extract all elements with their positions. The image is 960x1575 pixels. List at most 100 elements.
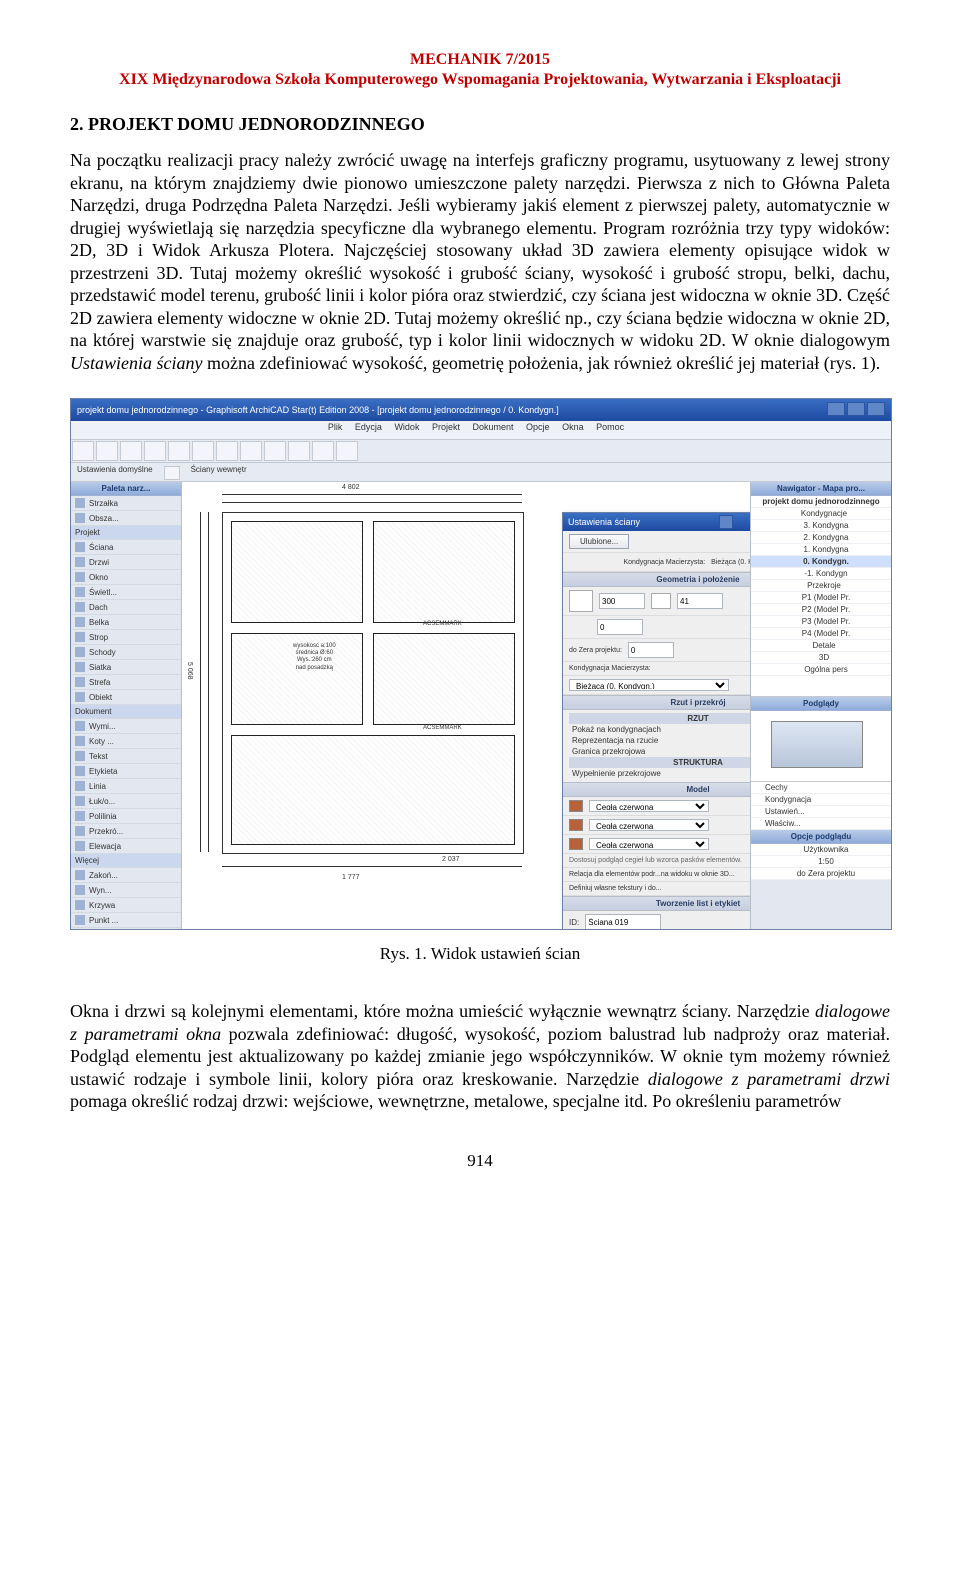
toolbar-button[interactable]	[144, 441, 166, 461]
toolbar-button[interactable]	[216, 441, 238, 461]
tool-item[interactable]: Etykieta	[71, 764, 181, 779]
list-item[interactable]: 1:50	[751, 856, 891, 868]
list-item[interactable]: Użytkownika	[751, 844, 891, 856]
tool-item[interactable]: Obiekt	[71, 690, 181, 705]
tool-item[interactable]: Strop	[71, 630, 181, 645]
menu-item[interactable]: Okna	[562, 422, 584, 432]
tool-item[interactable]: Przekró...	[71, 824, 181, 839]
dim-line	[200, 512, 201, 852]
thickness-input[interactable]	[677, 593, 723, 609]
material-select[interactable]: Cegła czerwona	[589, 819, 709, 831]
tree-item[interactable]: Przekroje	[751, 580, 891, 592]
tree-item[interactable]: 3. Kondygna	[751, 520, 891, 532]
sec-toolbar-item[interactable]: Ściany wewnętr	[191, 465, 247, 479]
tree-item[interactable]: Detale	[751, 640, 891, 652]
tool-item[interactable]: Wymi...	[71, 719, 181, 734]
tool-item[interactable]: Polilinia	[71, 809, 181, 824]
menu-item[interactable]: Dokument	[473, 422, 514, 432]
tool-item[interactable]: Strzałka	[71, 496, 181, 511]
section-listing[interactable]: Tworzenie list i etykiet	[563, 896, 751, 911]
tree-item[interactable]: P2 (Model Pr.	[751, 604, 891, 616]
rzut-row: Reprezentacja na rzuciePrzekrój jako sym…	[569, 735, 751, 746]
zero-input[interactable]	[628, 642, 674, 658]
section-geometry[interactable]: Geometria i położenie	[563, 572, 751, 587]
tool-item[interactable]: Ściana	[71, 540, 181, 555]
toolbar-button[interactable]	[168, 441, 190, 461]
tree-item[interactable]: -1. Kondygn	[751, 568, 891, 580]
list-item[interactable]: Kondygnacja	[751, 794, 891, 806]
menu-item[interactable]: Widok	[394, 422, 419, 432]
tool-item[interactable]: Koty ...	[71, 734, 181, 749]
menu-item[interactable]: Pomoc	[596, 422, 624, 432]
tree-item[interactable]: P1 (Model Pr.	[751, 592, 891, 604]
tree-item-active[interactable]: 0. Kondygn.	[751, 556, 891, 568]
tool-item[interactable]: Punkt ...	[71, 913, 181, 928]
tree-item[interactable]: Ogólna pers	[751, 664, 891, 676]
dialog-help-icon[interactable]	[719, 515, 733, 529]
tool-item[interactable]: Belka	[71, 615, 181, 630]
tool-item[interactable]: Okno	[71, 570, 181, 585]
toolbar-button[interactable]	[96, 441, 118, 461]
tree-root[interactable]: projekt domu jednorodzinnego	[751, 496, 891, 508]
toolbar-button[interactable]	[164, 466, 180, 480]
list-item[interactable]: do Zera projektu	[751, 868, 891, 880]
toolbar-button[interactable]	[72, 441, 94, 461]
tree-item[interactable]: 1. Kondygna	[751, 544, 891, 556]
home-story-select[interactable]: Bieżąca (0. Kondygn.)	[569, 679, 729, 691]
tool-item[interactable]: Elewacja	[71, 839, 181, 854]
model-links: Relacja dla elementów podr...na widoku w…	[563, 868, 751, 882]
toolbar-button[interactable]	[120, 441, 142, 461]
toolbar-button[interactable]	[240, 441, 262, 461]
favorites-button[interactable]: Ulubione...	[569, 534, 629, 549]
floorplan-canvas[interactable]: 4 802 5 068 1 777 wysokosc a:100 średnic…	[182, 482, 751, 930]
toolbar-button[interactable]	[336, 441, 358, 461]
tool-item[interactable]: Schody	[71, 645, 181, 660]
tool-item[interactable]: Strefa	[71, 675, 181, 690]
window-buttons[interactable]	[825, 402, 885, 418]
tree-item[interactable]: P4 (Model Pr.	[751, 628, 891, 640]
tool-item[interactable]: Świetl...	[71, 585, 181, 600]
tool-item[interactable]: Tekst	[71, 749, 181, 764]
tool-item[interactable]: Krzywa	[71, 898, 181, 913]
tree-item[interactable]: 2. Kondygna	[751, 532, 891, 544]
base-input[interactable]	[597, 619, 643, 635]
tool-item[interactable]: Łuk/o...	[71, 794, 181, 809]
menubar[interactable]: Plik Edycja Widok Projekt Dokument Opcje…	[71, 421, 891, 440]
list-item[interactable]: Właściw...	[751, 818, 891, 830]
toolbar-button[interactable]	[192, 441, 214, 461]
material-swatch[interactable]	[569, 800, 583, 812]
para1-italic: Ustawienia ściany	[70, 353, 203, 373]
tree-item[interactable]: Kondygnacje	[751, 508, 891, 520]
height-input[interactable]	[599, 593, 645, 609]
menu-item[interactable]: Edycja	[355, 422, 382, 432]
tool-item[interactable]: Drzwi	[71, 555, 181, 570]
material-row: Cegła czerwona	[563, 835, 751, 854]
section-plan[interactable]: Rzut i przekrój	[563, 695, 751, 710]
section-model[interactable]: Model	[563, 782, 751, 797]
tool-item[interactable]: Wyn...	[71, 883, 181, 898]
id-input[interactable]	[585, 914, 661, 930]
menu-item[interactable]: Opcje	[526, 422, 550, 432]
tool-item[interactable]: Linia	[71, 779, 181, 794]
material-swatch[interactable]	[569, 838, 583, 850]
room-note: wysokosc a:100 średnica Ø:60 Wys.:260 cm…	[293, 643, 336, 672]
tool-item[interactable]: Siatka	[71, 660, 181, 675]
toolbar[interactable]	[71, 440, 891, 463]
dialog-row: Kondygnacja Macierzysta: Bieżąca (0. Kon…	[563, 553, 751, 572]
toolbar-button[interactable]	[312, 441, 334, 461]
material-select[interactable]: Cegła czerwona	[589, 838, 709, 850]
tree-item[interactable]: P3 (Model Pr.	[751, 616, 891, 628]
material-swatch[interactable]	[569, 819, 583, 831]
tree-item[interactable]: 3D	[751, 652, 891, 664]
tool-item[interactable]: Obsza...	[71, 511, 181, 526]
toolbar-button[interactable]	[264, 441, 286, 461]
list-item[interactable]: Ustawień...	[751, 806, 891, 818]
menu-item[interactable]: Projekt	[432, 422, 460, 432]
menu-item[interactable]: Plik	[328, 422, 343, 432]
list-item[interactable]: Cechy	[751, 782, 891, 794]
tool-item[interactable]: Zakoń...	[71, 868, 181, 883]
toolbar-button[interactable]	[288, 441, 310, 461]
level-icon	[75, 736, 85, 746]
tool-item[interactable]: Dach	[71, 600, 181, 615]
material-select[interactable]: Cegła czerwona	[589, 800, 709, 812]
